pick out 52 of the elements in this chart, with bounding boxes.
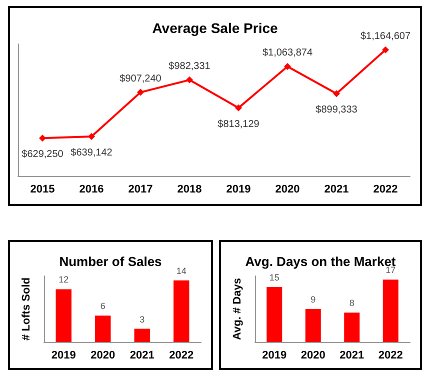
point <box>284 62 291 70</box>
x-tick-label: 2020 <box>90 350 116 362</box>
point <box>39 134 46 142</box>
data-label: $629,250 <box>22 149 64 160</box>
x-tick-label: 2016 <box>79 184 104 196</box>
bar <box>95 316 111 342</box>
data-label: 6 <box>100 301 106 312</box>
bar <box>266 287 282 342</box>
x-tick-label: 2021 <box>324 184 349 196</box>
data-label: 3 <box>140 314 145 324</box>
point <box>137 88 144 96</box>
x-tick-label: 2020 <box>275 184 300 196</box>
data-label: $813,129 <box>218 118 260 130</box>
data-label: $1,164,607 <box>360 30 411 42</box>
x-tick-label: 2019 <box>226 184 251 196</box>
point <box>333 90 340 98</box>
data-label: 17 <box>386 265 396 276</box>
data-label: $899,333 <box>316 104 358 116</box>
bar <box>382 280 398 342</box>
data-label: 8 <box>349 298 354 308</box>
x-tick-label: 2019 <box>262 350 287 362</box>
x-tick-label: 2015 <box>30 184 55 196</box>
bar <box>174 280 190 342</box>
y-axis-title: Avg. # Days <box>232 278 244 340</box>
chart-title: Number of Sales <box>59 254 162 269</box>
data-label: 9 <box>310 294 316 304</box>
data-label: $1,063,874 <box>262 47 313 58</box>
data-label: $982,331 <box>168 60 211 72</box>
x-tick-label: 2020 <box>300 350 326 362</box>
x-tick-label: 2018 <box>177 184 202 196</box>
data-label: 12 <box>58 274 69 285</box>
x-tick-label: 2017 <box>128 184 153 196</box>
bar <box>134 328 150 342</box>
point <box>186 76 193 84</box>
x-tick-label: 2021 <box>340 350 364 362</box>
bar <box>56 289 72 342</box>
x-tick-label: 2022 <box>169 350 194 362</box>
x-tick-label: 2022 <box>373 184 398 196</box>
point <box>88 133 95 140</box>
x-tick-label: 2022 <box>378 350 403 362</box>
bar <box>305 309 321 342</box>
point <box>235 104 242 112</box>
x-tick-label: 2021 <box>130 350 154 362</box>
data-label: $639,142 <box>70 148 113 159</box>
x-tick-label: 2019 <box>51 350 76 362</box>
data-label: 15 <box>269 272 280 282</box>
bar <box>344 312 360 342</box>
chart-title: Average Sale Price <box>152 20 278 36</box>
data-label: 14 <box>176 266 186 276</box>
y-axis-title: # Lofts Sold <box>20 278 32 340</box>
data-label: $907,240 <box>120 73 162 84</box>
point <box>382 46 389 54</box>
